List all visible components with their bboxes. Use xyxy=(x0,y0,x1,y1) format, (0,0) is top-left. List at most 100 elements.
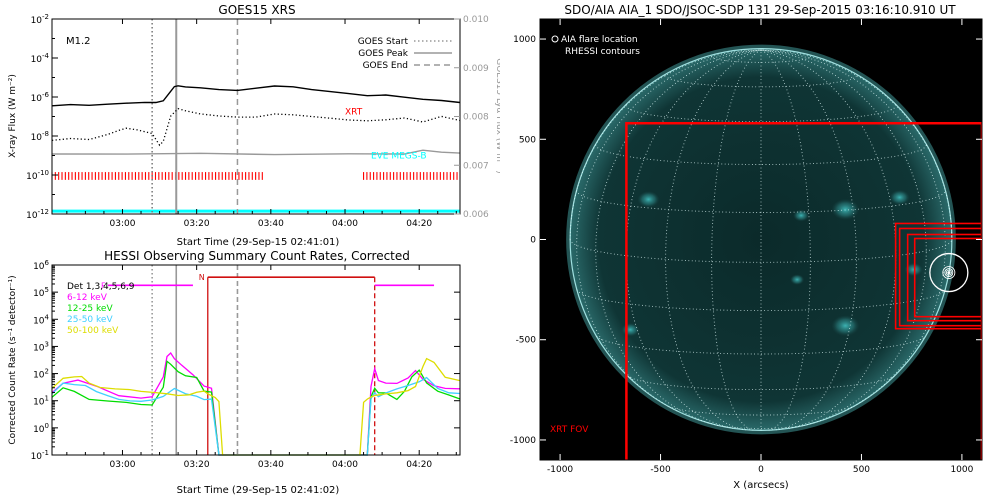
aia-longitude-line xyxy=(625,49,762,429)
aia-active-region xyxy=(831,198,860,220)
aia-x-tick-label: 1000 xyxy=(950,465,973,475)
aia-y-tick-label: 500 xyxy=(519,135,536,145)
aia-latitude-line xyxy=(569,239,953,263)
hessi-y-tick-label: 106 xyxy=(33,259,49,272)
hessi-series-12-25-kev xyxy=(51,360,461,456)
hessi-x-tick-label: 04:00 xyxy=(332,460,358,470)
aia-longitude-line xyxy=(760,49,953,240)
goes-xrs-panel: GOES15 XRS XRT EVE MEGS-B 03:00 03:20 03:40… xyxy=(0,0,504,250)
aia-rhessi-contour xyxy=(942,266,956,280)
goes-eve-label: EVE MEGS-B xyxy=(371,151,427,161)
aia-longitude-line xyxy=(760,49,946,412)
hessi-legend-item: 12-25 keV xyxy=(67,304,113,314)
goes-series-goes-long-channel xyxy=(51,85,461,107)
hessi-series-6-12-kev xyxy=(51,351,461,456)
aia-longitude-line xyxy=(760,49,897,429)
goes-y-tick-label: 10-8 xyxy=(31,130,49,143)
hessi-x-tick-label: 03:40 xyxy=(258,460,284,470)
hessi-y-tick-label: 103 xyxy=(33,340,49,353)
aia-latitude-line xyxy=(716,424,806,429)
goes-y-tick-label: 10-4 xyxy=(31,52,50,65)
aia-y-tick-label: 1000 xyxy=(513,35,536,45)
goes-x-tick-label: 03:20 xyxy=(184,219,210,229)
goes-y2-tick-label: 0.009 xyxy=(463,64,489,74)
goes-title: GOES15 XRS xyxy=(218,3,295,17)
goes-y-tick-label: 10-10 xyxy=(26,169,49,182)
goes-y2-axis-label: GOES15 Lyα Flux (W m⁻²) xyxy=(494,58,504,174)
aia-latitude-line xyxy=(625,105,897,123)
hessi-x-tick-label: 04:20 xyxy=(406,460,432,470)
hessi-legend-item: Det 1,3,4,5,6,9 xyxy=(67,282,135,292)
hessi-y-tick-label: 102 xyxy=(33,368,49,381)
hessi-flag-label-n: N xyxy=(199,273,205,282)
aia-rhessi-contour xyxy=(944,268,954,278)
aia-y-tick-label: -500 xyxy=(516,336,537,346)
hessi-y-tick-label: 100 xyxy=(33,422,49,435)
goes-legend-label: GOES End xyxy=(363,61,408,71)
hessi-plot-frame xyxy=(51,264,461,456)
aia-active-region xyxy=(793,209,810,222)
goes-x-axis-label: Start Time (29-Sep-15 02:41:01) xyxy=(177,237,340,248)
goes-y-tick-label: 10-2 xyxy=(31,13,49,26)
hessi-x-axis-label: Start Time (29-Sep-15 02:41:02) xyxy=(177,485,340,496)
aia-active-region xyxy=(621,322,640,337)
aia-x-tick-label: -500 xyxy=(650,465,671,475)
aia-y-tick-label: 0 xyxy=(530,236,536,246)
aia-active-region xyxy=(889,189,910,205)
hessi-series-25-50-kev xyxy=(51,376,461,456)
aia-longitude-line xyxy=(569,49,762,240)
aia-legend-rhessi-contours: RHESSI contours xyxy=(565,47,640,57)
hessi-legend-item: 25-50 keV xyxy=(67,315,113,325)
aia-image-panel: -1000 -500 0 500 1000 1000 500 0 -500 -1000 SDO/A… xyxy=(500,0,1000,500)
goes-y-tick-label: 10-6 xyxy=(31,91,50,104)
aia-legend: AIA flare location RHESSI contours xyxy=(551,35,640,57)
hessi-series-50-100-kev xyxy=(51,357,461,456)
goes-x-tick-label: 04:00 xyxy=(332,219,358,229)
hessi-title: HESSI Observing Summary Count Rates, Cor… xyxy=(104,249,410,263)
aia-active-region xyxy=(790,274,805,285)
goes-legend-label: GOES Start xyxy=(358,37,409,47)
aia-active-region xyxy=(904,262,923,277)
hessi-x-tick-label: 03:20 xyxy=(184,460,210,470)
goes-legend-label: GOES Peak xyxy=(358,49,408,59)
hessi-x-tick-label: 03:00 xyxy=(110,460,136,470)
goes-x-tick-label: 04:20 xyxy=(406,219,432,229)
aia-y-tick-label: -1000 xyxy=(510,436,536,446)
goes-legend: GOES Start GOES Peak GOES End xyxy=(358,37,452,71)
aia-active-region xyxy=(637,191,660,208)
goes-y2-tick-label: 0.008 xyxy=(463,113,489,123)
hessi-y-tick-label: 105 xyxy=(33,286,49,299)
hessi-flag-label-f: F xyxy=(101,281,106,290)
aia-limb-glow xyxy=(566,44,956,435)
hessi-y-tick-label: 101 xyxy=(33,395,49,408)
aia-longitude-line xyxy=(760,49,811,431)
aia-xrt-inner-box xyxy=(906,233,982,322)
aia-x-tick-label: 500 xyxy=(853,465,870,475)
hessi-legend-item: 6-12 keV xyxy=(67,293,108,303)
goes-y-axis-label: X-ray Flux (W m⁻²) xyxy=(8,74,18,158)
aia-flare-kernel xyxy=(947,271,951,275)
aia-title: SDO/AIA AIA_1 SDO/JSOC-SDP 131 29-Sep-20… xyxy=(564,3,956,17)
goes-xrt-label: XRT xyxy=(345,108,363,118)
goes-y2-tick-label: 0.007 xyxy=(463,161,489,171)
hessi-y-axis-label: Corrected Count Rate (s⁻¹ detector⁻¹) xyxy=(8,275,18,444)
goes-y2-tick-label: 0.006 xyxy=(463,210,489,220)
aia-xrt-fov-label: XRT FOV xyxy=(550,425,589,435)
aia-flare-location-circle xyxy=(929,252,969,293)
aia-x-axis-label: X (arcsecs) xyxy=(733,480,789,491)
aia-x-tick-label: -1000 xyxy=(547,465,573,475)
hessi-y-tick-label: 104 xyxy=(33,313,49,326)
goes-x-tick-label: 03:00 xyxy=(110,219,136,229)
goes-flare-class: M1.2 xyxy=(66,36,91,47)
hessi-panel: HESSI Observing Summary Count Rates, Cor… xyxy=(8,249,461,496)
hessi-y-tick-label: 10-1 xyxy=(31,449,49,462)
aia-rhessi-contour xyxy=(945,269,952,276)
aia-latitude-line xyxy=(711,56,811,63)
aia-longitude-line xyxy=(576,49,762,412)
aia-longitude-line xyxy=(711,49,762,431)
goes-y2-tick-label: 0.010 xyxy=(463,15,489,25)
aia-legend-flare-location: AIA flare location xyxy=(561,35,638,45)
aia-xrt-fov-box xyxy=(625,121,982,460)
